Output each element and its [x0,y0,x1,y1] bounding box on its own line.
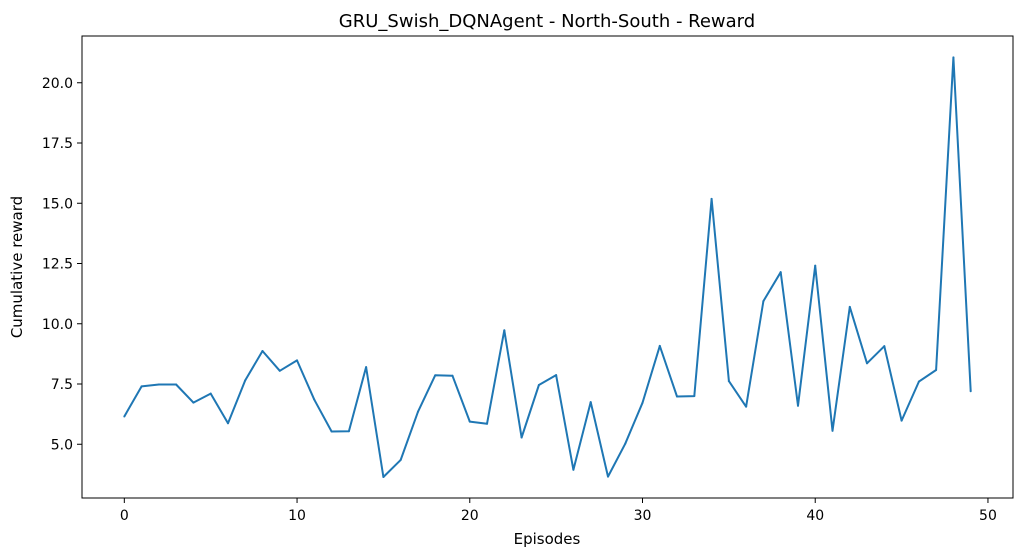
x-tick-label: 10 [288,508,306,524]
x-tick-label: 0 [120,508,129,524]
data-point [399,458,402,461]
data-point [831,429,834,432]
data-point [917,380,920,383]
data-point [123,415,126,418]
data-point [814,264,817,267]
x-tick-label: 30 [634,508,652,524]
data-point [762,300,765,303]
data-point [520,436,523,439]
y-tick-label: 15.0 [42,196,73,212]
data-point [416,410,419,413]
data-point [935,369,938,372]
data-point [347,430,350,433]
data-point [693,395,696,398]
data-point [244,379,247,382]
data-point [503,329,506,332]
data-point [451,374,454,377]
data-point [330,430,333,433]
data-point [796,404,799,407]
y-tick-label: 10.0 [42,317,73,333]
y-tick-label: 7.5 [51,377,73,393]
data-point [468,420,471,423]
data-point [313,398,316,401]
data-point [727,380,730,383]
data-point [382,476,385,479]
data-point [434,374,437,377]
data-point [209,392,212,395]
y-tick-label: 17.5 [42,136,73,152]
y-tick-label: 12.5 [42,257,73,273]
data-point [952,56,955,59]
data-point [866,362,869,365]
data-point [175,383,178,386]
data-point [226,422,229,425]
x-axis: 0 10 20 30 40 50 [120,498,997,524]
y-tick-label: 20.0 [42,76,73,92]
data-point [261,349,264,352]
data-point [555,374,558,377]
data-point [365,366,368,369]
data-point [278,369,281,372]
data-point [296,359,299,362]
data-point [779,271,782,274]
data-point [848,305,851,308]
data-point [486,422,489,425]
y-axis-label: Cumulative reward [8,196,26,338]
plot-frame [81,35,1014,499]
data-point [140,385,143,388]
data-point [658,344,661,347]
y-axis: 5.0 7.5 10.0 12.5 15.0 17.5 20.0 [42,76,82,453]
x-tick-label: 50 [979,508,997,524]
data-point [900,419,903,422]
data-point [606,475,609,478]
data-point [676,395,679,398]
data-point [969,390,972,393]
x-tick-label: 20 [461,508,479,524]
data-point [157,383,160,386]
chart-title: GRU_Swish_DQNAgent - North-South - Rewar… [339,11,755,32]
data-point [572,468,575,471]
series-layer [123,56,972,479]
data-point [537,383,540,386]
data-point [883,345,886,348]
y-tick-label: 5.0 [51,437,73,453]
x-axis-label: Episodes [514,530,581,548]
data-point [710,197,713,200]
data-point [589,401,592,404]
x-tick-label: 40 [806,508,824,524]
data-point [192,401,195,404]
data-point [745,405,748,408]
data-point [624,442,627,445]
data-point [641,401,644,404]
reward-series-line [123,56,972,478]
